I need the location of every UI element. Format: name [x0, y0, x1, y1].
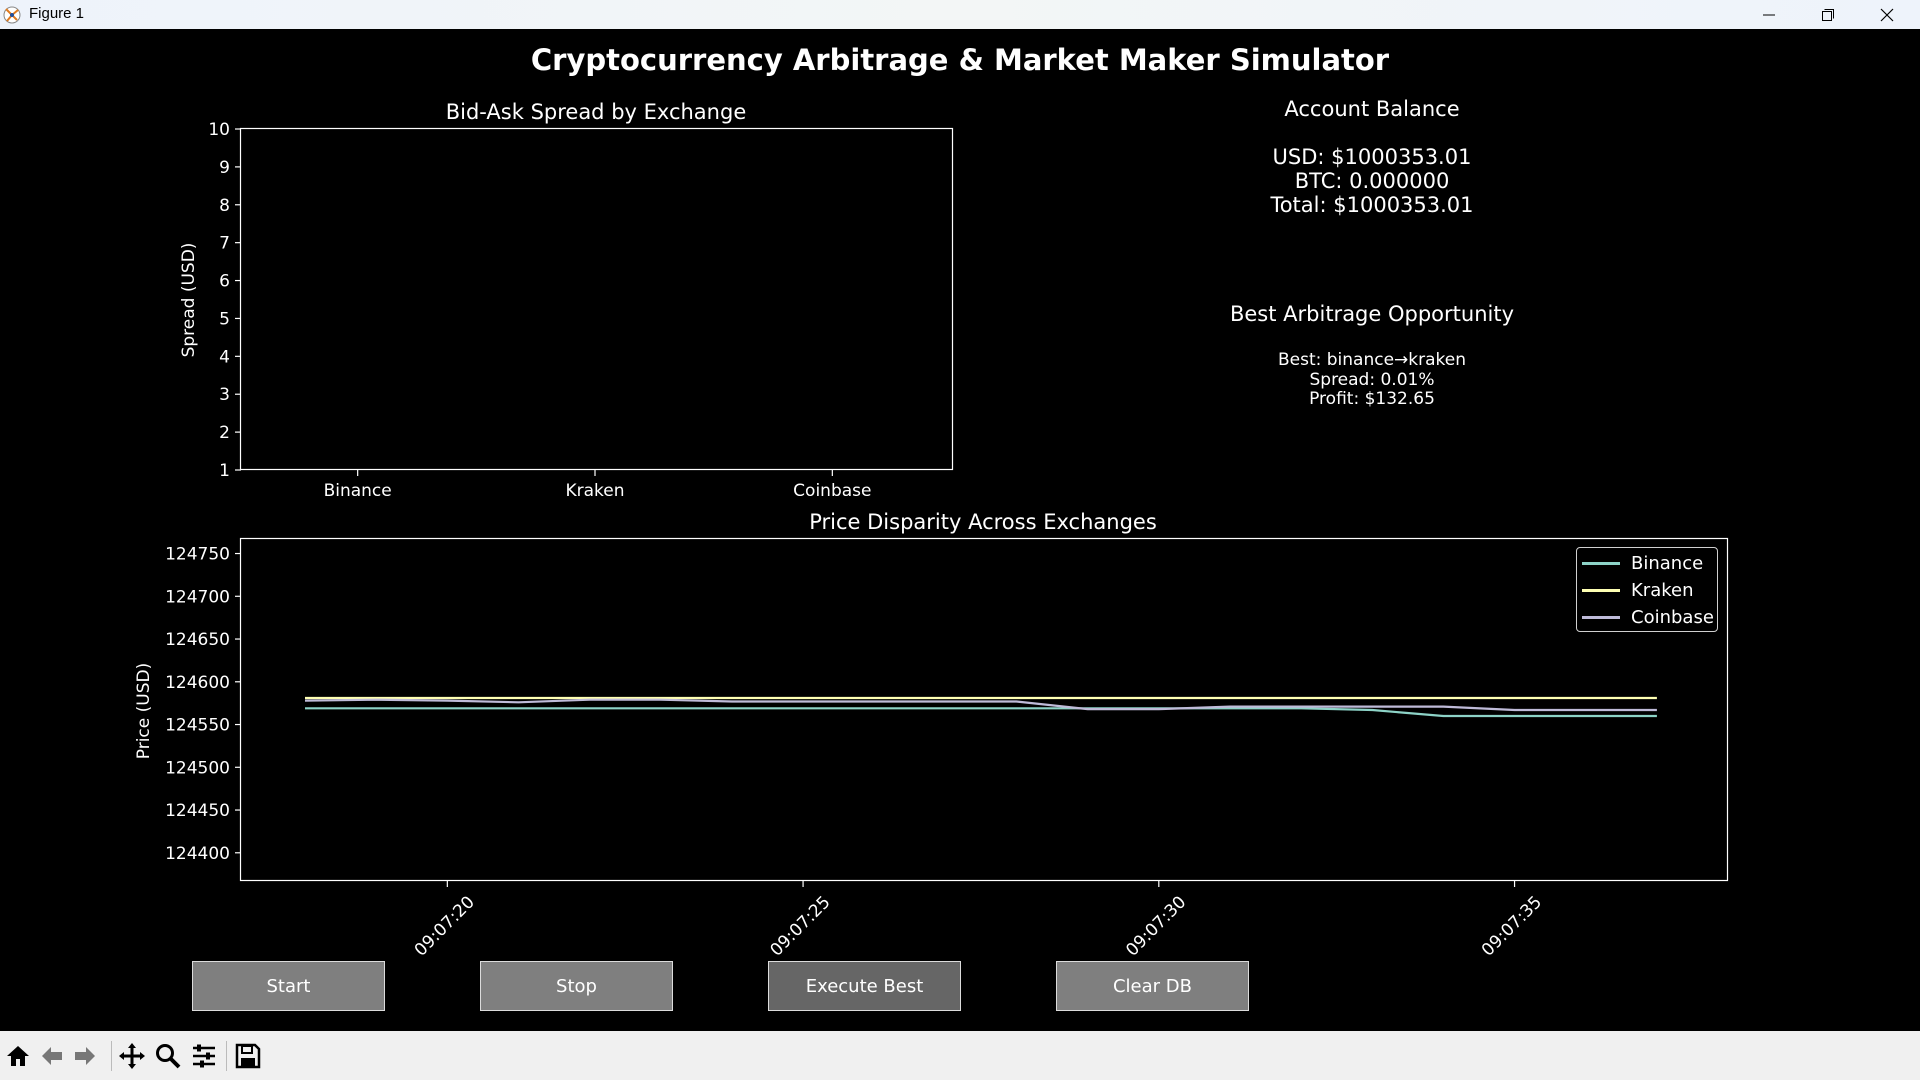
price-chart-title: Price Disparity Across Exchanges	[809, 510, 1157, 534]
close-button[interactable]	[1858, 0, 1916, 29]
back-button[interactable]	[37, 1041, 67, 1071]
spread-y-tick-label: 3	[219, 385, 230, 405]
save-icon	[235, 1043, 261, 1069]
spread-y-tick-label: 7	[219, 234, 230, 254]
figure-title: Cryptocurrency Arbitrage & Market Maker …	[530, 43, 1390, 77]
legend-label-coinbase: Coinbase	[1631, 606, 1714, 628]
stop-button[interactable]: Stop	[480, 961, 673, 1011]
maximize-button[interactable]	[1799, 0, 1857, 29]
price-y-tick-label: 124550	[165, 716, 230, 736]
price-y-tick-label: 124450	[165, 801, 230, 821]
price-x-tick-label: 09:07:25	[766, 892, 834, 960]
price-legend: Binance Kraken Coinbase	[1576, 547, 1718, 632]
spread-x-tick-label: Coinbase	[793, 481, 871, 501]
spread-y-tick-label: 2	[219, 423, 230, 443]
legend-item-coinbase: Coinbase	[1582, 605, 1714, 629]
spread-y-tick-label: 5	[219, 309, 230, 329]
spread-y-axis-label: Spread (USD)	[179, 243, 199, 358]
price-plot-frame	[239, 537, 1729, 882]
spread-x-tick-label: Kraken	[565, 481, 624, 501]
price-y-tick-label: 124650	[165, 630, 230, 650]
execute-best-button[interactable]: Execute Best	[768, 961, 961, 1011]
total-balance: Total: $1000353.01	[1270, 193, 1474, 218]
spread-y-tick-label: 9	[219, 158, 230, 178]
price-y-axis-label: Price (USD)	[134, 663, 154, 759]
home-icon	[7, 1046, 29, 1066]
price-x-tick-label: 09:07:20	[411, 892, 479, 960]
price-series-binance	[305, 707, 1657, 718]
price-y-tick-label: 124700	[165, 587, 230, 607]
account-balance-heading: Account Balance	[1284, 97, 1460, 121]
arbitrage-heading: Best Arbitrage Opportunity	[1229, 302, 1515, 326]
spread-y-tick-label: 10	[208, 120, 230, 140]
usd-balance: USD: $1000353.01	[1272, 145, 1472, 169]
spread-y-tick-label: 8	[219, 196, 230, 216]
app-icon	[3, 6, 21, 24]
price-x-tick-label: 09:07:35	[1478, 892, 1546, 960]
window-titlebar: Figure 1	[0, 0, 1920, 29]
pan-button[interactable]	[117, 1041, 147, 1071]
toolbar-separator	[226, 1041, 227, 1071]
arbitrage-spread: Spread: 0.01%	[1309, 369, 1435, 390]
pan-icon	[119, 1043, 145, 1069]
figure-canvas	[0, 29, 1920, 1031]
spread-y-tick-label: 4	[219, 347, 230, 367]
arbitrage-profit: Profit: $132.65	[1309, 389, 1435, 410]
legend-label-binance: Binance	[1631, 552, 1704, 574]
price-x-tick-label: 09:07:30	[1122, 892, 1190, 960]
price-y-tick-label: 124500	[165, 758, 230, 778]
legend-item-binance: Binance	[1582, 551, 1703, 575]
back-icon	[42, 1047, 62, 1065]
configure-subplots-button[interactable]	[189, 1041, 219, 1071]
save-button[interactable]	[233, 1041, 263, 1071]
zoom-icon	[156, 1044, 181, 1069]
forward-icon	[75, 1047, 95, 1065]
price-y-tick-label: 124750	[165, 545, 230, 565]
maximize-icon	[1822, 8, 1834, 21]
configure-icon	[193, 1044, 215, 1068]
price-series-coinbase	[304, 698, 1657, 712]
legend-swatch-kraken	[1582, 588, 1620, 592]
forward-button[interactable]	[70, 1041, 100, 1071]
home-button[interactable]	[3, 1041, 33, 1071]
window-title: Figure 1	[29, 5, 85, 22]
arbitrage-best-route: Best: binance→kraken	[1277, 350, 1467, 370]
spread-y-tick-label: 6	[219, 272, 230, 292]
navigation-toolbar	[0, 1031, 1920, 1080]
start-button[interactable]: Start	[192, 961, 385, 1011]
account-balance-panel: Account Balance USD: $1000353.01 BTC: 0.…	[1172, 97, 1572, 217]
spread-y-tick-label: 1	[219, 461, 230, 481]
spread-x-tick-label: Binance	[324, 481, 392, 501]
zoom-button[interactable]	[153, 1041, 183, 1071]
toolbar-separator	[111, 1041, 112, 1071]
legend-label-kraken: Kraken	[1631, 579, 1694, 601]
close-icon	[1880, 8, 1894, 21]
arbitrage-panel: Best Arbitrage Opportunity Best: binance…	[1122, 302, 1622, 410]
btc-balance: BTC: 0.000000	[1294, 169, 1450, 194]
legend-swatch-binance	[1582, 561, 1620, 565]
price-y-tick-label: 124400	[165, 844, 230, 864]
spread-chart-title: Bid-Ask Spread by Exchange	[446, 100, 747, 124]
legend-item-kraken: Kraken	[1582, 578, 1694, 602]
legend-swatch-coinbase	[1582, 615, 1620, 619]
clear-db-button[interactable]: Clear DB	[1056, 961, 1249, 1011]
minimize-icon	[1763, 14, 1775, 15]
minimize-button[interactable]	[1740, 0, 1798, 29]
spread-plot-frame	[239, 127, 954, 471]
price-y-tick-label: 124600	[165, 673, 230, 693]
